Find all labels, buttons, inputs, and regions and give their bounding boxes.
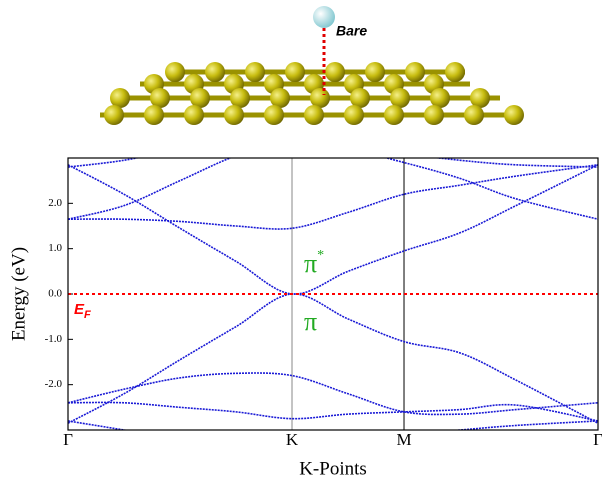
carbon-atom bbox=[144, 105, 164, 125]
carbon-atom bbox=[150, 88, 170, 108]
annotation-sup: * bbox=[317, 248, 324, 263]
x-tick-label: M bbox=[396, 430, 411, 449]
y-tick-label: 2.0 bbox=[48, 197, 62, 209]
carbon-atom bbox=[384, 105, 404, 125]
band bbox=[68, 140, 598, 219]
carbon-atom bbox=[504, 105, 524, 125]
carbon-atom bbox=[230, 88, 250, 108]
carbon-atom bbox=[190, 88, 210, 108]
band bbox=[68, 165, 598, 229]
carbon-atom bbox=[110, 88, 130, 108]
carbon-atom bbox=[424, 105, 444, 125]
carbon-atom bbox=[165, 62, 185, 82]
fermi-label-sub: F bbox=[84, 309, 91, 321]
graphene-illustration bbox=[100, 6, 524, 125]
carbon-atom bbox=[304, 105, 324, 125]
x-tick-label: Γ bbox=[63, 430, 73, 449]
carbon-atom bbox=[344, 105, 364, 125]
y-axis-title: Energy (eV) bbox=[8, 247, 29, 341]
adsorbate-atom bbox=[313, 6, 335, 28]
carbon-atom bbox=[104, 105, 124, 125]
y-tick-label: -1.0 bbox=[45, 333, 63, 345]
band bbox=[68, 135, 598, 167]
annotation-text: π bbox=[304, 307, 317, 336]
band bbox=[68, 402, 598, 420]
carbon-atom bbox=[310, 88, 330, 108]
x-axis-title: K-Points bbox=[299, 458, 367, 479]
carbon-atom bbox=[445, 62, 465, 82]
figure: Bare 2.01.00.0-1.0-2.0ΓKMΓπ*πEFK-PointsE… bbox=[0, 0, 602, 488]
carbon-atom bbox=[270, 88, 290, 108]
carbon-atom bbox=[470, 88, 490, 108]
bands bbox=[68, 135, 598, 448]
band bbox=[68, 165, 598, 294]
page: Bare 2.01.00.0-1.0-2.0ΓKMΓπ*πEFK-PointsE… bbox=[0, 0, 602, 488]
y-tick-label: 1.0 bbox=[48, 242, 62, 254]
carbon-atom bbox=[350, 88, 370, 108]
band bbox=[68, 421, 598, 448]
x-tick-label: Γ bbox=[593, 430, 602, 449]
x-tick-label: K bbox=[286, 430, 299, 449]
carbon-atom bbox=[390, 88, 410, 108]
band-annotation: π bbox=[304, 307, 317, 336]
carbon-atom bbox=[245, 62, 265, 82]
carbon-atom bbox=[205, 62, 225, 82]
adsorbate-label: Bare bbox=[336, 23, 367, 39]
fermi-label: EF bbox=[74, 301, 91, 321]
y-tick-label: -2.0 bbox=[45, 378, 63, 390]
carbon-atom bbox=[365, 62, 385, 82]
carbon-atom bbox=[464, 105, 484, 125]
carbon-atom bbox=[405, 62, 425, 82]
carbon-atom bbox=[430, 88, 450, 108]
annotation-text: π bbox=[304, 249, 317, 278]
carbon-atom bbox=[285, 62, 305, 82]
carbon-atom bbox=[264, 105, 284, 125]
band-annotation: π* bbox=[304, 248, 324, 278]
carbon-atom bbox=[325, 62, 345, 82]
y-tick-label: 0.0 bbox=[48, 288, 62, 300]
carbon-atom bbox=[184, 105, 204, 125]
carbon-atom bbox=[224, 105, 244, 125]
